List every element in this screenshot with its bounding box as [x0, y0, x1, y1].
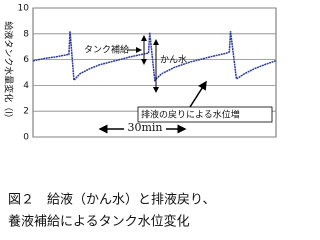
- y-tick-label: 8: [23, 29, 29, 39]
- annotation: 排液の戻りによる水位増: [141, 109, 240, 121]
- annotation: タンク補給: [84, 44, 129, 56]
- y-tick-label: 4: [23, 81, 29, 91]
- caption: 図２ 給液（かん水）と排液戻り、: [8, 193, 215, 208]
- series-line: [32, 31, 276, 83]
- y-axis-label: 給液タンク水量変化（l）: [3, 21, 15, 123]
- y-tick-label: 10: [18, 4, 30, 14]
- chart: 0 2 4 6 8 10 給液タンク水量変化（l） タンク補給 かん水 排液の戻りによる水…: [3, 4, 277, 230]
- annotation: かん水: [160, 54, 187, 66]
- y-tick-label: 6: [23, 55, 29, 65]
- annotation-box: [137, 106, 273, 123]
- annotation: 30min: [127, 121, 162, 134]
- arrow: [189, 80, 207, 108]
- y-tick-label: 0: [23, 133, 29, 143]
- y-tick-label: 2: [23, 107, 29, 117]
- caption: 養液補給によるタンク水位変化: [8, 214, 190, 230]
